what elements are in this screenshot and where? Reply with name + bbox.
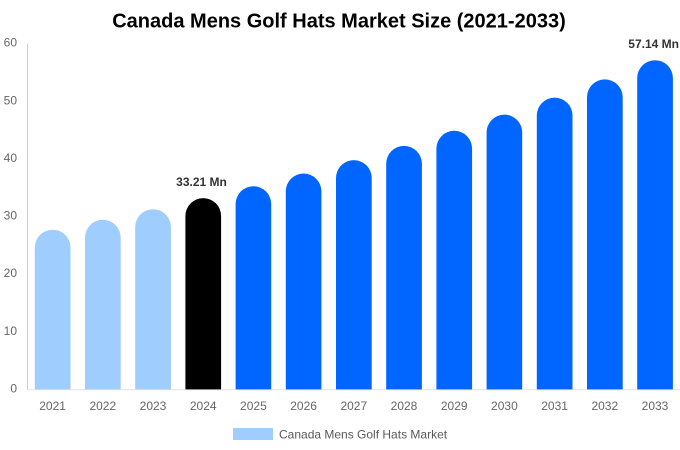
svg-text:2021: 2021 [39, 399, 66, 413]
svg-text:20: 20 [4, 266, 18, 280]
svg-text:2025: 2025 [240, 399, 267, 413]
svg-text:30: 30 [4, 209, 18, 223]
svg-text:2024: 2024 [190, 399, 217, 413]
svg-text:57.14 Mn: 57.14 Mn [628, 37, 679, 51]
svg-text:40: 40 [4, 151, 18, 165]
svg-text:2026: 2026 [290, 399, 317, 413]
svg-text:2032: 2032 [591, 399, 618, 413]
svg-text:2022: 2022 [89, 399, 116, 413]
svg-text:2029: 2029 [441, 399, 468, 413]
svg-text:0: 0 [10, 381, 17, 395]
svg-text:60: 60 [4, 36, 18, 50]
svg-text:33.21 Mn: 33.21 Mn [176, 175, 227, 189]
svg-text:50: 50 [4, 93, 18, 107]
svg-text:2033: 2033 [642, 399, 669, 413]
svg-text:2031: 2031 [541, 399, 568, 413]
svg-text:Canada Mens Golf Hats Market: Canada Mens Golf Hats Market [279, 428, 448, 442]
svg-text:10: 10 [4, 324, 18, 338]
svg-text:2030: 2030 [491, 399, 518, 413]
svg-text:2028: 2028 [391, 399, 418, 413]
svg-text:Canada Mens Golf Hats Market S: Canada Mens Golf Hats Market Size (2021-… [112, 11, 566, 33]
svg-text:2023: 2023 [140, 399, 167, 413]
svg-text:2027: 2027 [340, 399, 367, 413]
